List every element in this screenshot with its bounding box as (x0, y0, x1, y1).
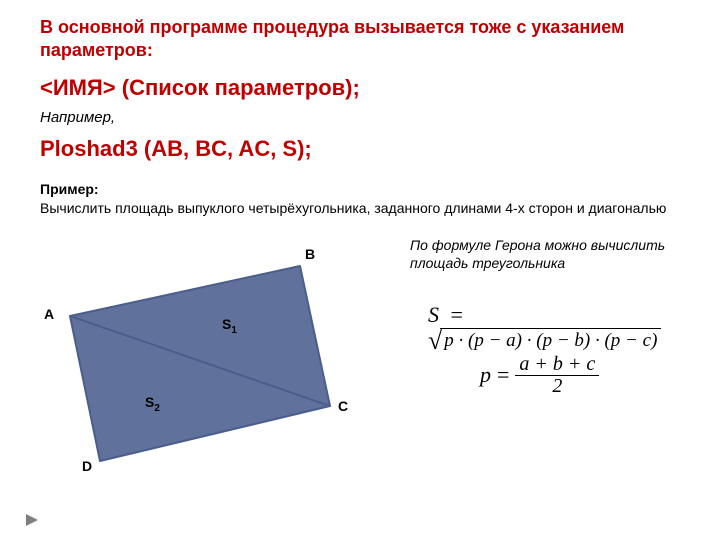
example-call: Ploshad3 (AB, BC, AC, S); (40, 136, 680, 162)
syntax-line: <ИМЯ> (Список параметров); (40, 75, 680, 101)
quadrilateral-diagram: A B C D S1 S2 (40, 226, 390, 486)
quadrilateral-shape (70, 266, 330, 461)
lower-region: A B C D S1 S2 По формуле Герона можно вы… (40, 226, 680, 496)
play-marker-icon (26, 514, 38, 526)
vertex-b-label: B (305, 246, 315, 262)
heron-area-formula: S = √ p · (p − a) · (p − b) · (p − c) (428, 302, 680, 355)
formula2-lhs: p (480, 362, 491, 388)
vertex-d-label: D (82, 458, 92, 474)
sqrt-expression: √ p · (p − a) · (p − b) · (p − c) (428, 328, 661, 354)
example-label: Например, (40, 109, 680, 126)
fraction: a + b + c 2 (515, 354, 599, 397)
fraction-numerator: a + b + c (515, 354, 599, 376)
vertex-a-label: A (44, 306, 54, 322)
area-s2-label: S2 (145, 394, 160, 414)
formula-eq: = (451, 302, 463, 327)
diagram-svg (40, 226, 390, 486)
vertex-c-label: C (338, 398, 348, 414)
problem-statement: Пример: Вычислить площадь выпуклого четы… (40, 180, 680, 218)
problem-title: Пример: (40, 181, 99, 197)
fraction-denominator: 2 (548, 376, 566, 397)
radicand: p · (p − a) · (p − b) · (p − c) (440, 328, 661, 352)
area-s1-label: S1 (222, 316, 237, 336)
formula-lhs: S (428, 302, 439, 327)
semiperimeter-formula: p = a + b + c 2 (480, 354, 599, 397)
formula2-eq: = (497, 362, 509, 388)
heading-text: В основной программе процедура вызываетс… (40, 16, 680, 63)
problem-body: Вычислить площадь выпуклого четырёхуголь… (40, 200, 666, 216)
heron-description: По формуле Герона можно вычислить площад… (410, 236, 720, 272)
